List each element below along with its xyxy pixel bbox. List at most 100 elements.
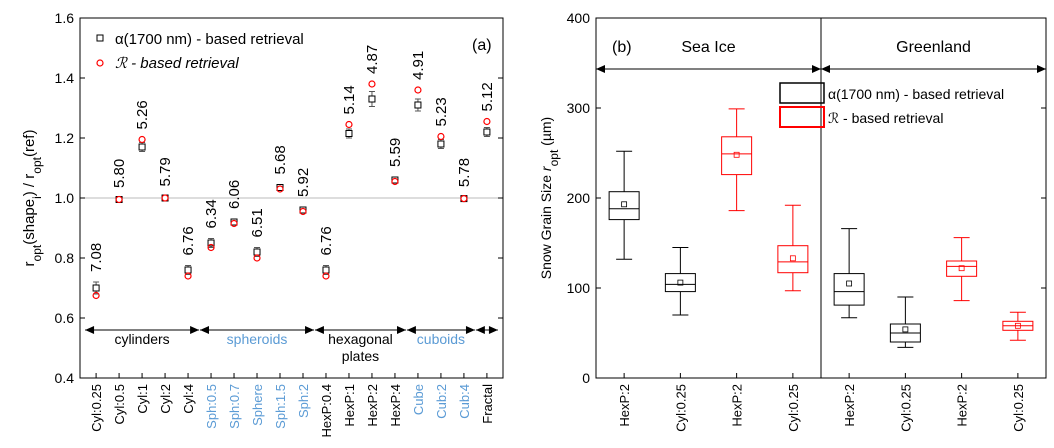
x-tick-label-b: Cyl:0.25	[1011, 384, 1026, 432]
group-arrow-head	[475, 326, 485, 334]
box-plot	[608, 150, 640, 260]
x-tick-label-a: HexP:0.4	[319, 384, 334, 437]
x-tick-label-b: HexP:2	[730, 384, 745, 427]
box-iqr	[777, 245, 809, 274]
r-retrieval-point	[230, 219, 238, 228]
region-arrow-head	[596, 65, 605, 73]
y-axis-label-a: ropt(shapei) / ropt(ref)	[21, 130, 44, 267]
legend-box-r	[779, 106, 825, 128]
alpha-retrieval-point	[483, 128, 491, 136]
panel-a-chart: 0.4 0.6 0.8 1.0 1.2 1.4 1.6 ropt(shapei) / ropt…	[21, 10, 504, 437]
group-label: hexagonal	[328, 331, 393, 347]
value-label: 6.76	[318, 226, 335, 255]
value-label: 5.92	[295, 168, 312, 197]
group-arrow-head	[396, 326, 406, 334]
x-tick-label-a: Cyl:0.5	[112, 384, 127, 424]
region-arrow-head	[821, 65, 830, 73]
group-arrow-head	[465, 326, 475, 334]
region-arrow-head	[1037, 65, 1046, 73]
x-tick-label-a: Cube	[411, 384, 426, 415]
x-tick-label-b: HexP:2	[842, 384, 857, 427]
x-tick-label-a: HexP:1	[342, 384, 357, 427]
box-iqr	[664, 273, 696, 293]
box-mean	[789, 255, 796, 262]
value-label: 4.87	[364, 45, 381, 74]
r-retrieval-point	[322, 272, 330, 280]
r-retrieval-point	[299, 207, 307, 216]
alpha-retrieval-point	[345, 130, 353, 137]
value-label: 5.26	[134, 100, 151, 129]
value-label: 5.23	[433, 97, 450, 126]
group-arrow-head	[85, 326, 95, 334]
r-retrieval-point	[92, 291, 100, 300]
r-retrieval-point	[391, 177, 399, 186]
panel-label-a: (a)	[472, 37, 492, 54]
x-tick-label-b: Cyl:0.25	[898, 384, 913, 432]
group-arrow-head	[305, 326, 315, 334]
y-tick-label-b: 200	[567, 190, 591, 206]
r-retrieval-point	[253, 254, 261, 262]
box-mean	[677, 279, 684, 286]
x-tick-label-a: Sph:0.5	[204, 384, 219, 429]
group-arrow-head	[200, 326, 210, 334]
y-tick-label-b: 400	[567, 10, 591, 26]
box-mean	[958, 265, 965, 272]
value-label: 7.08	[88, 243, 105, 272]
legend-label-r: ℛ - based retrieval	[115, 55, 239, 72]
y-tick-label-a: 1.0	[55, 190, 75, 206]
panel-b-chart: 0 100 200 300 400 Snow Grain Size ropt (µm) He…	[538, 10, 1047, 432]
legend-label-alpha-b: α(1700 nm) - based retrieval	[828, 86, 1004, 102]
alpha-retrieval-point	[253, 248, 261, 256]
value-label: 5.68	[272, 145, 289, 174]
x-tick-label-a: HexP:4	[388, 384, 403, 427]
x-tick-label-a: Cub:4	[457, 384, 472, 419]
box-plot	[1002, 311, 1034, 341]
x-tick-label-a: HexP:2	[365, 384, 380, 427]
box-plot	[946, 237, 978, 302]
panel-label-b: (b)	[612, 39, 632, 56]
y-tick-label-a: 1.6	[55, 10, 75, 26]
r-retrieval-point	[414, 86, 422, 94]
box-iqr	[833, 273, 865, 306]
alpha-retrieval-point	[368, 95, 376, 103]
group-arrow-head	[190, 326, 200, 334]
value-label: 5.80	[111, 159, 128, 188]
y-tick-label-a: 1.2	[55, 130, 75, 146]
group-arrow-head	[406, 326, 416, 334]
group-arrow-head	[314, 326, 324, 334]
alpha-retrieval-point	[414, 101, 422, 109]
legend-circle-marker	[96, 59, 104, 67]
y-tick-label-a: 0.8	[55, 250, 75, 266]
box-plot	[777, 204, 809, 292]
r-retrieval-point	[161, 194, 169, 202]
value-label: 5.59	[387, 138, 404, 167]
region-label: Sea Ice	[681, 39, 735, 56]
r-retrieval-point	[276, 185, 284, 193]
x-tick-label-a: Cyl:2	[158, 384, 173, 414]
y-tick-label-b: 300	[567, 100, 591, 116]
x-tick-label-a: Fractal	[480, 384, 495, 424]
box-iqr	[946, 260, 978, 277]
y-tick-label-a: 0.4	[55, 370, 75, 386]
y-tick-label-a: 0.6	[55, 310, 75, 326]
r-retrieval-point	[207, 243, 215, 252]
y-tick-label-a: 1.4	[55, 70, 75, 86]
box-iqr	[721, 136, 753, 176]
box-mean	[902, 326, 909, 333]
box-iqr	[608, 191, 640, 221]
box-mean	[1014, 322, 1021, 329]
value-label: 6.51	[249, 208, 266, 237]
x-tick-label-b: Cyl:0.25	[786, 384, 801, 432]
legend-label-alpha: α(1700 nm) - based retrieval	[115, 31, 304, 48]
y-tick-label-b: 0	[582, 370, 590, 386]
x-tick-label-a: Sph:2	[296, 384, 311, 418]
alpha-retrieval-point	[207, 239, 215, 247]
r-retrieval-point	[138, 135, 146, 144]
value-label: 6.06	[226, 180, 243, 209]
box-plot	[889, 296, 921, 348]
legend-b: α(1700 nm) - based retrieval ℛ - based re…	[779, 82, 1004, 128]
legend-label-r-b: ℛ - based retrieval	[828, 110, 943, 126]
x-tick-label-a: Cyl:1	[135, 384, 150, 414]
alpha-retrieval-point	[138, 143, 146, 151]
group-label: cuboids	[417, 331, 465, 347]
